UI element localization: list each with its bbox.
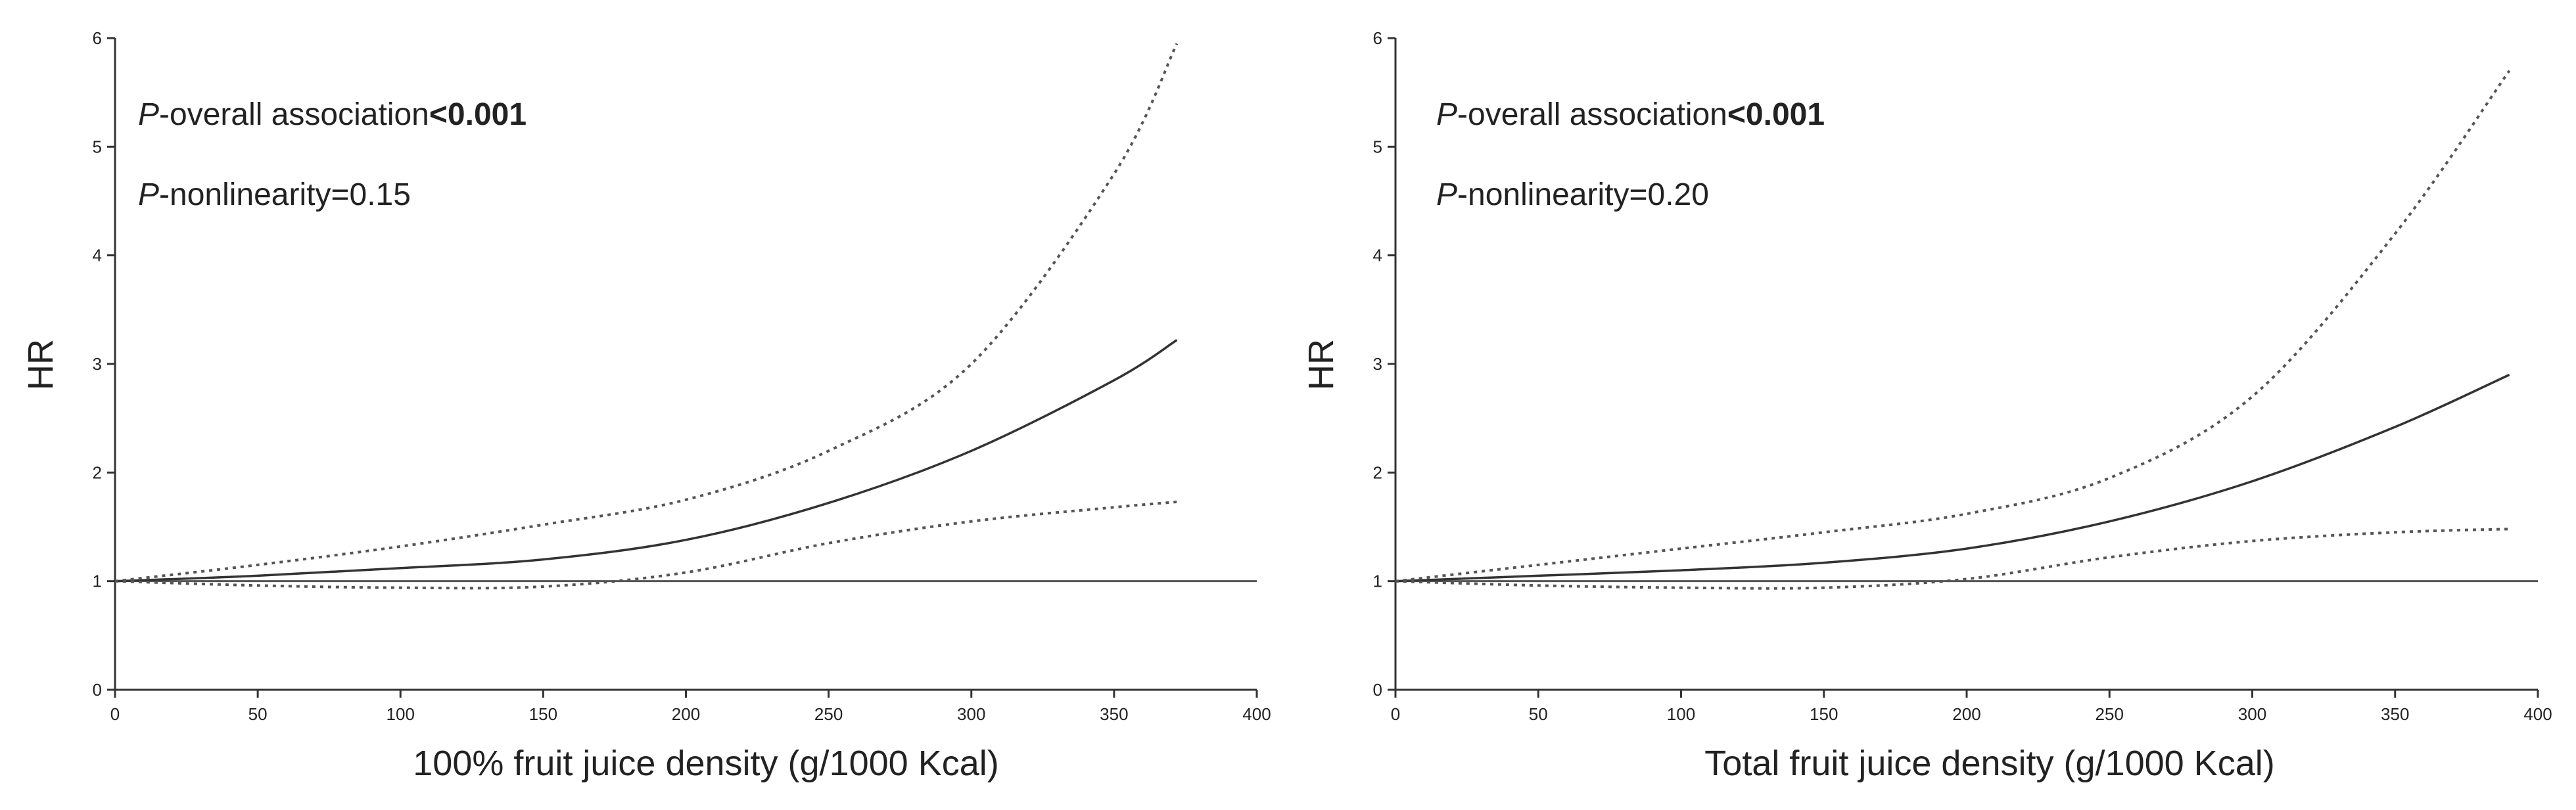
right-x-tick-label: 100 [1667, 704, 1695, 724]
left-x-tick-label: 250 [814, 704, 843, 724]
left-y-tick-label: 5 [93, 137, 102, 156]
left-y-tick-label: 2 [93, 462, 102, 482]
right-upper-ci-curve [1395, 70, 2511, 583]
left-x-axis-title: 100% fruit juice density (g/1000 Kcal) [413, 744, 998, 783]
right-x-tick-label: 300 [2238, 704, 2266, 724]
left-x-tick-label: 300 [957, 704, 985, 724]
left-lower-ci-curve [114, 501, 1177, 590]
right-x-axis-title: Total fruit juice density (g/1000 Kcal) [1704, 744, 2274, 783]
left-p-overall-value: <0.001 [429, 97, 527, 132]
right-p-nonlinearity-annotation: P-nonlinearity=0.20 [1436, 177, 1709, 212]
right-p-nonlin-text: -nonlinearity=0.20 [1457, 177, 1709, 212]
right-axes: 0 50 100 150 200 250 300 350 400 0 1 2 3 4 5 6 [1373, 28, 2552, 724]
right-x-tick-label: 50 [1529, 704, 1548, 724]
left-y-tick-label: 6 [93, 28, 102, 48]
right-p-nonlin-prefix: P [1436, 177, 1457, 212]
right-x-tick-label: 350 [2381, 704, 2409, 724]
right-y-tick-label: 3 [1373, 354, 1382, 374]
right-y-tick-label: 0 [1373, 680, 1382, 700]
left-p-overall-text: -overall association [159, 97, 429, 132]
right-p-overall-text: -overall association [1457, 97, 1727, 132]
left-y-tick-label: 0 [93, 680, 102, 700]
left-p-overall-annotation: P-overall association<0.001 [138, 97, 527, 132]
right-y-tick-label: 2 [1373, 462, 1382, 482]
right-x-tick-label: 200 [1952, 704, 1980, 724]
right-y-tick-label: 1 [1373, 572, 1382, 591]
right-p-overall-annotation: P-overall association<0.001 [1436, 97, 1825, 132]
right-y-tick-label: 5 [1373, 137, 1382, 156]
left-p-overall-prefix: P [138, 97, 159, 132]
left-x-tick-label: 200 [672, 704, 700, 724]
right-x-tick-label: 400 [2523, 704, 2552, 724]
left-y-tick-label: 4 [93, 246, 102, 265]
left-x-tick-label: 400 [1242, 704, 1271, 724]
left-x-tick-label: 100 [386, 704, 415, 724]
left-y-axis-title: HR [21, 339, 60, 390]
right-x-tick-label: 150 [1810, 704, 1838, 724]
left-x-tick-label: 350 [1100, 704, 1128, 724]
left-axes: 0 50 100 150 200 250 300 350 400 0 1 2 3 4 5 6 [93, 28, 1271, 724]
right-p-overall-value: <0.001 [1727, 97, 1825, 132]
left-p-nonlin-prefix: P [138, 177, 159, 212]
right-lower-ci-curve [1395, 528, 2510, 590]
right-series [1395, 70, 2538, 590]
right-y-tick-label: 6 [1373, 28, 1382, 48]
left-x-tick-label: 50 [248, 704, 268, 724]
right-x-tick-label: 0 [1391, 704, 1400, 724]
right-x-tick-label: 250 [2096, 704, 2124, 724]
left-series [114, 43, 1257, 590]
left-x-tick-label: 150 [529, 704, 557, 724]
left-x-tick-label: 0 [110, 704, 120, 724]
left-upper-ci-curve [114, 43, 1179, 583]
right-y-axis-title: HR [1301, 339, 1341, 390]
right-hr-curve [1395, 373, 2510, 583]
right-y-tick-label: 4 [1373, 246, 1382, 265]
left-p-nonlinearity-annotation: P-nonlinearity=0.15 [138, 177, 411, 212]
left-hr-curve [114, 339, 1178, 583]
left-y-tick-label: 3 [93, 354, 102, 374]
right-p-overall-prefix: P [1436, 97, 1457, 132]
left-y-tick-label: 1 [93, 572, 102, 591]
left-p-nonlin-text: -nonlinearity=0.15 [159, 177, 411, 212]
